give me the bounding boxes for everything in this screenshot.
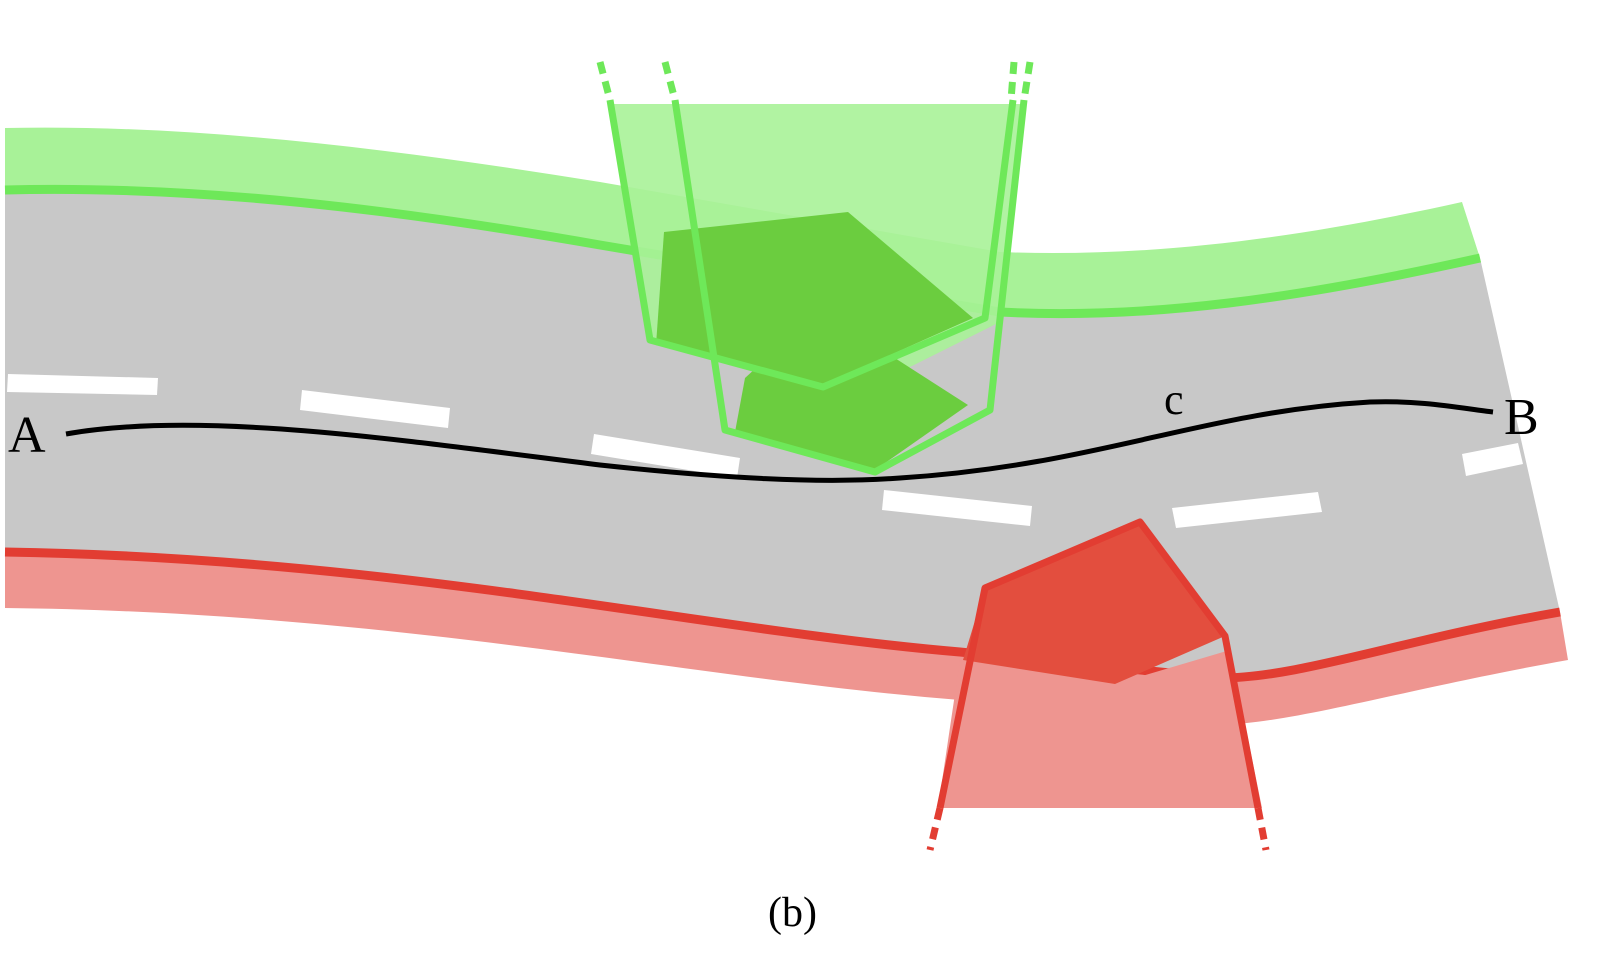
- upper-dash-end: [1020, 61, 1034, 101]
- figure-caption: (b): [768, 890, 817, 936]
- upper-obstacle-upper-face: [656, 212, 973, 385]
- lower-region-dashed-ends: [926, 807, 1270, 851]
- point-b-label: B: [1504, 389, 1539, 446]
- upper-region-outline-back: [671, 99, 1028, 476]
- lower-dash-end: [926, 807, 944, 851]
- lane-markings: [7, 374, 1523, 528]
- lane-dash: [1462, 443, 1523, 476]
- point-a-label: A: [8, 407, 46, 464]
- upper-dash-end: [596, 61, 614, 101]
- lower-region: [938, 650, 1262, 808]
- upper-region-outlines: [606, 99, 1028, 476]
- lower-boundary-line: [4, 547, 1561, 683]
- lower-dash-end: [1254, 807, 1270, 851]
- path-curve: [65, 399, 1494, 483]
- lower-region-outlines: [936, 518, 1262, 809]
- lower-region-outline: [936, 518, 1262, 809]
- path-c-label: c: [1164, 375, 1184, 424]
- lower-obstacle: [963, 522, 1225, 684]
- upper-boundary-line: [4, 184, 1481, 319]
- lane-dash: [300, 390, 450, 428]
- upper-dash-end: [1007, 61, 1018, 101]
- upper-region-dashed-ends: [596, 61, 1034, 101]
- lane-dash: [882, 490, 1032, 526]
- lane-dash: [1172, 492, 1322, 528]
- upper-dash-end: [661, 61, 679, 101]
- lane-dash: [7, 374, 158, 395]
- upper-region-outline-front: [606, 99, 1017, 391]
- lane-dash: [591, 434, 740, 478]
